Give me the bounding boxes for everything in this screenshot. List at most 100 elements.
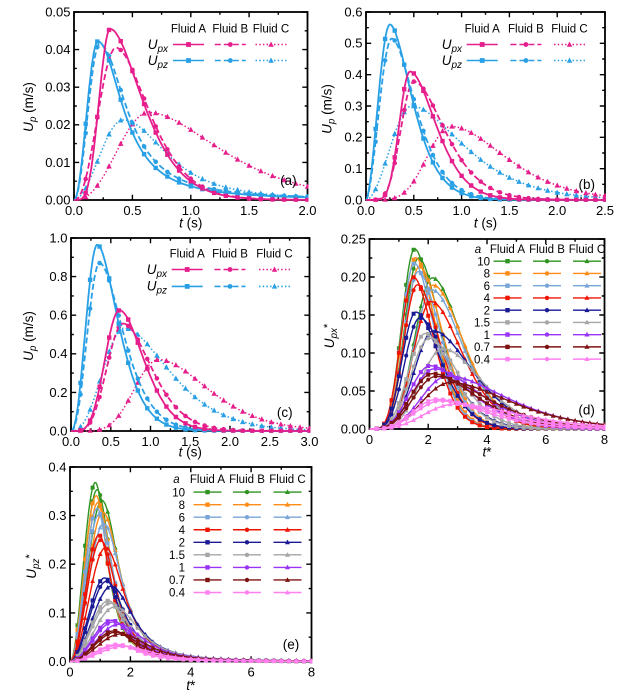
svg-text:Upx: Upx	[147, 262, 168, 280]
svg-text:1.5: 1.5	[500, 203, 518, 218]
svg-text:2: 2	[127, 665, 134, 680]
svg-text:0.5: 0.5	[344, 36, 362, 51]
svg-text:0.2: 0.2	[48, 557, 66, 572]
svg-text:0.0: 0.0	[48, 654, 66, 669]
svg-text:0.0: 0.0	[65, 203, 83, 218]
svg-text:1.5: 1.5	[169, 550, 185, 562]
svg-text:6: 6	[179, 512, 185, 524]
svg-text:Fluid B: Fluid B	[212, 248, 248, 260]
svg-text:0.4: 0.4	[49, 346, 67, 361]
svg-text:0.5: 0.5	[102, 434, 120, 449]
svg-text:Fluid B: Fluid B	[229, 474, 265, 486]
svg-text:0.1: 0.1	[48, 605, 66, 620]
svg-text:0.3: 0.3	[344, 98, 362, 113]
svg-text:0.02: 0.02	[45, 117, 70, 132]
svg-text:0.00: 0.00	[341, 421, 366, 436]
svg-text:Fluid C: Fluid C	[256, 248, 292, 260]
svg-text:0.4: 0.4	[169, 588, 186, 600]
svg-text:Fluid A: Fluid A	[171, 24, 206, 36]
svg-text:(d): (d)	[578, 403, 595, 418]
svg-text:Fluid C: Fluid C	[269, 474, 305, 486]
svg-text:Upx*: Upx*	[322, 323, 340, 348]
svg-text:0.7: 0.7	[474, 342, 490, 354]
svg-text:t*: t*	[186, 678, 196, 693]
svg-text:(c): (c)	[277, 405, 293, 420]
svg-text:0.4: 0.4	[474, 354, 491, 366]
svg-text:6: 6	[542, 432, 549, 447]
svg-text:Fluid A: Fluid A	[490, 244, 525, 256]
svg-text:4: 4	[484, 293, 491, 305]
svg-text:t*: t*	[482, 445, 492, 460]
svg-text:t (s): t (s)	[474, 216, 497, 231]
svg-text:0.0: 0.0	[344, 192, 362, 207]
svg-text:4: 4	[483, 432, 490, 447]
svg-text:0.7: 0.7	[169, 575, 185, 587]
svg-text:Up (m/s): Up (m/s)	[320, 84, 338, 134]
svg-text:Fluid A: Fluid A	[170, 248, 205, 260]
svg-text:0.25: 0.25	[341, 231, 366, 246]
svg-text:0.1: 0.1	[344, 161, 362, 176]
svg-text:4: 4	[179, 525, 186, 537]
svg-text:8: 8	[308, 665, 315, 680]
svg-text:1.5: 1.5	[181, 434, 199, 449]
svg-text:0.10: 0.10	[341, 345, 366, 360]
svg-text:0.6: 0.6	[49, 308, 67, 323]
svg-text:0.0: 0.0	[357, 203, 375, 218]
svg-text:1.0: 1.0	[49, 230, 67, 245]
svg-text:0.01: 0.01	[45, 155, 70, 170]
svg-text:2.5: 2.5	[261, 434, 279, 449]
svg-text:0.20: 0.20	[341, 269, 366, 284]
svg-text:0.3: 0.3	[48, 508, 66, 523]
svg-text:1.5: 1.5	[240, 203, 258, 218]
svg-text:6: 6	[247, 665, 254, 680]
svg-text:2: 2	[179, 538, 185, 550]
svg-text:3.0: 3.0	[300, 434, 318, 449]
svg-text:1.5: 1.5	[474, 318, 490, 330]
svg-text:(a): (a)	[280, 173, 297, 188]
svg-text:0.4: 0.4	[48, 459, 66, 474]
svg-text:0.5: 0.5	[123, 203, 141, 218]
svg-text:(b): (b)	[579, 177, 596, 192]
svg-text:2.0: 2.0	[548, 203, 566, 218]
svg-text:Fluid C: Fluid C	[569, 244, 605, 256]
svg-text:2: 2	[484, 305, 490, 317]
svg-text:8: 8	[179, 500, 185, 512]
svg-text:0.2: 0.2	[49, 385, 67, 400]
svg-text:1: 1	[179, 563, 185, 575]
svg-text:0.8: 0.8	[49, 269, 67, 284]
svg-text:t (s): t (s)	[179, 445, 202, 460]
svg-text:0.6: 0.6	[344, 4, 362, 19]
svg-text:0.00: 0.00	[45, 192, 70, 207]
svg-text:0.2: 0.2	[344, 130, 362, 145]
svg-text:Fluid A: Fluid A	[465, 24, 500, 36]
svg-text:Fluid B: Fluid B	[212, 24, 248, 36]
svg-text:Up (m/s): Up (m/s)	[21, 82, 39, 132]
svg-text:1.0: 1.0	[182, 203, 200, 218]
svg-text:0.0: 0.0	[62, 434, 80, 449]
svg-text:Fluid B: Fluid B	[508, 24, 544, 36]
svg-text:0.4: 0.4	[344, 67, 362, 82]
svg-text:6: 6	[484, 281, 490, 293]
svg-text:0.05: 0.05	[341, 383, 366, 398]
svg-text:0: 0	[366, 432, 373, 447]
svg-text:Fluid C: Fluid C	[253, 24, 289, 36]
svg-text:Upz: Upz	[147, 279, 167, 297]
svg-text:a: a	[475, 244, 481, 256]
svg-text:(e): (e)	[283, 637, 300, 652]
svg-text:1.0: 1.0	[453, 203, 471, 218]
svg-text:0: 0	[66, 665, 73, 680]
svg-text:Fluid C: Fluid C	[551, 24, 587, 36]
svg-text:Upz: Upz	[442, 53, 462, 71]
svg-text:4: 4	[187, 665, 194, 680]
svg-text:1: 1	[484, 330, 490, 342]
svg-text:0.03: 0.03	[45, 80, 70, 95]
svg-text:2.5: 2.5	[596, 203, 614, 218]
svg-text:t (s): t (s)	[179, 216, 202, 231]
svg-text:10: 10	[477, 256, 490, 268]
svg-text:Upz*: Upz*	[24, 553, 42, 578]
svg-text:0.0: 0.0	[49, 423, 67, 438]
svg-text:8: 8	[484, 269, 490, 281]
svg-text:2.0: 2.0	[221, 434, 239, 449]
svg-text:0.15: 0.15	[341, 307, 366, 322]
svg-text:2: 2	[425, 432, 432, 447]
